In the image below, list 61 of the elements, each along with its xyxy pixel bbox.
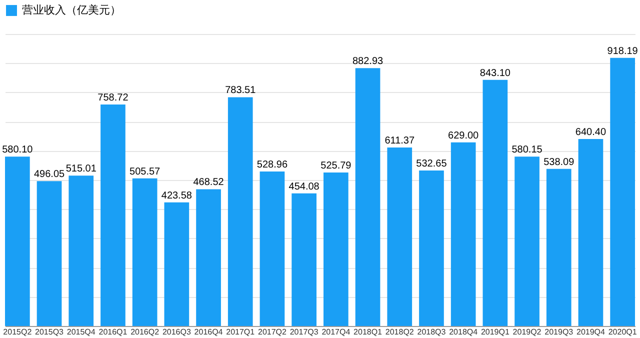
data-label: 532.65: [416, 158, 448, 170]
bar: [260, 172, 285, 326]
data-label: 640.40: [575, 127, 606, 138]
data-label: 580.10: [2, 144, 34, 156]
x-tick-label: 2017Q3: [290, 328, 319, 336]
data-label: 918.19: [607, 46, 638, 57]
bar: [228, 97, 253, 326]
bar: [610, 58, 635, 326]
bar: [450, 142, 476, 326]
data-label: 528.96: [256, 160, 288, 171]
data-label: 515.01: [66, 164, 97, 175]
x-tick-label: 2018Q4: [449, 328, 478, 336]
bar: [100, 104, 126, 326]
data-label: 580.15: [512, 144, 543, 156]
x-tick-label: 2016Q1: [98, 328, 128, 336]
bar: [292, 193, 316, 326]
bar: [324, 172, 348, 326]
x-tick-label: 2015Q4: [66, 328, 96, 336]
x-tick-label: 2017Q4: [322, 328, 351, 336]
data-label: 454.08: [288, 181, 320, 192]
x-tick-label: 2016Q3: [162, 328, 192, 336]
bar: [514, 156, 540, 326]
data-label: 758.72: [98, 92, 129, 104]
bar: [132, 178, 158, 326]
bar: [482, 80, 508, 326]
data-label: 496.05: [34, 169, 65, 180]
data-label: 843.10: [480, 68, 511, 79]
data-label: 629.00: [448, 130, 480, 142]
bar: [355, 68, 380, 326]
data-label: 505.57: [130, 166, 161, 178]
x-tick-label: 2016Q2: [130, 328, 160, 336]
data-label: 538.09: [544, 156, 575, 168]
bar: [5, 156, 30, 326]
x-tick-label: 2017Q2: [258, 328, 288, 336]
data-label: 783.51: [225, 85, 256, 96]
data-label: 525.79: [320, 160, 352, 172]
bar: [164, 202, 190, 326]
x-tick-label: 2016Q4: [194, 328, 224, 336]
bar: [419, 170, 444, 326]
bar: [546, 168, 572, 326]
data-label: 468.52: [193, 177, 224, 188]
data-label: 611.37: [384, 135, 415, 146]
x-tick-label: 2019Q3: [544, 328, 574, 336]
x-tick-label: 2019Q2: [512, 328, 542, 336]
x-tick-label: 2015Q2: [3, 328, 32, 336]
bar: [578, 139, 604, 326]
x-tick-label: 2020Q1: [608, 328, 638, 336]
x-tick-label: 2015Q3: [35, 328, 64, 336]
x-tick-label: 2018Q2: [385, 328, 414, 336]
x-tick-label: 2017Q1: [226, 328, 256, 336]
bar: [196, 189, 221, 326]
bar: [68, 176, 94, 326]
data-label: 882.93: [352, 56, 384, 68]
bar: [387, 147, 412, 326]
x-tick-label: 2019Q1: [480, 328, 510, 336]
legend-label: 营业收入（亿美元）: [22, 4, 121, 16]
bar: [36, 181, 62, 326]
data-label: 423.58: [161, 190, 192, 202]
x-tick-label: 2018Q1: [354, 328, 383, 336]
x-tick-label: 2018Q3: [417, 328, 446, 336]
x-tick-label: 2019Q4: [576, 328, 606, 336]
